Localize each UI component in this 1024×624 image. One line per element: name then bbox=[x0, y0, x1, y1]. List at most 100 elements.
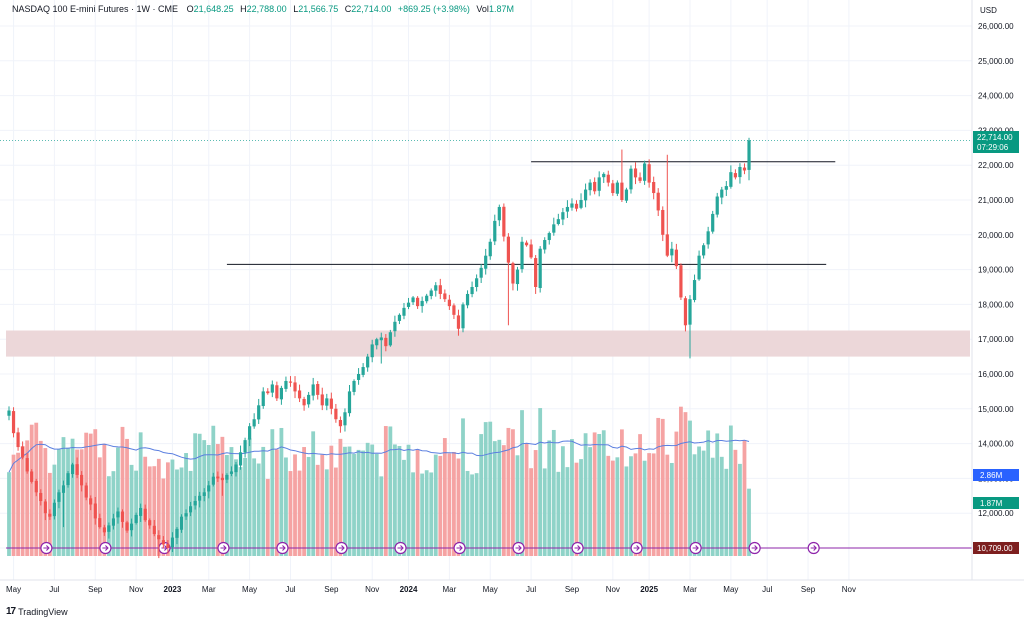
candle-body bbox=[252, 419, 256, 427]
candle bbox=[611, 179, 615, 196]
volume-bar bbox=[601, 430, 606, 556]
candle bbox=[470, 281, 474, 298]
candle bbox=[93, 496, 97, 525]
volume-bar bbox=[365, 442, 370, 556]
candle-body bbox=[152, 525, 156, 535]
volume-bar bbox=[520, 410, 524, 556]
candle-body bbox=[397, 314, 402, 321]
volume-bar bbox=[11, 454, 16, 556]
candle-body bbox=[166, 543, 170, 548]
volume-bar bbox=[288, 471, 293, 556]
candle-body bbox=[547, 233, 551, 241]
candle bbox=[329, 392, 333, 415]
volume-bar bbox=[583, 433, 588, 556]
candle bbox=[343, 408, 347, 432]
indicator-marker-icon bbox=[335, 541, 348, 555]
price-tick-label: 22,000.00 bbox=[978, 161, 1014, 170]
volume-bar bbox=[252, 458, 257, 556]
svg-text:1.87M: 1.87M bbox=[980, 499, 1003, 508]
candle bbox=[656, 188, 660, 217]
change-value: +869.25 (+3.98%) bbox=[397, 4, 470, 14]
candle bbox=[511, 261, 515, 291]
volume-bar bbox=[338, 438, 343, 556]
candle-body bbox=[561, 212, 565, 220]
time-tick-label: Sep bbox=[324, 585, 339, 594]
volume-bar bbox=[660, 418, 665, 556]
candle bbox=[284, 376, 288, 392]
volume-bar bbox=[620, 429, 624, 556]
volume-bar bbox=[225, 454, 229, 556]
volume-bar bbox=[665, 454, 670, 556]
volume-bar bbox=[238, 467, 243, 556]
candle-body bbox=[502, 206, 506, 237]
indicator-marker-icon bbox=[512, 541, 525, 555]
candle-body bbox=[602, 173, 606, 178]
volume-bar bbox=[610, 460, 615, 556]
candle-body bbox=[84, 485, 88, 498]
volume-bar bbox=[393, 444, 397, 556]
candle bbox=[706, 226, 710, 249]
candle bbox=[98, 513, 102, 529]
candles bbox=[7, 137, 751, 559]
indicator-marker-arrow bbox=[633, 545, 640, 551]
candle bbox=[429, 288, 433, 300]
volume-bar bbox=[170, 459, 175, 556]
candle bbox=[261, 387, 265, 409]
candle-body bbox=[384, 337, 388, 347]
candle bbox=[252, 413, 256, 429]
candle bbox=[356, 368, 361, 385]
candle bbox=[334, 403, 338, 423]
candle-body bbox=[665, 234, 669, 256]
brand-footer[interactable]: 17 TradingView bbox=[6, 606, 68, 617]
close-value: 22,714.00 bbox=[351, 4, 392, 14]
time-tick-label: Mar bbox=[683, 585, 697, 594]
candle-body bbox=[511, 263, 515, 284]
volume-bar bbox=[656, 417, 661, 556]
price-tick-label: 26,000.00 bbox=[978, 22, 1014, 31]
volume-bar bbox=[447, 453, 452, 556]
volume-bar bbox=[415, 449, 420, 556]
symbol-legend: NASDAQ 100 E-mini Futures · 1W · CME O21… bbox=[12, 4, 518, 14]
volume-bar bbox=[452, 451, 456, 556]
last-volume-badge: 1.87M bbox=[973, 497, 1019, 509]
candle-body bbox=[388, 332, 392, 346]
candle bbox=[211, 472, 215, 487]
candle bbox=[697, 250, 701, 281]
candle bbox=[670, 241, 674, 263]
candle bbox=[270, 380, 274, 398]
last-price-badge: 22,714.00 07:29:06 bbox=[973, 131, 1019, 153]
candle bbox=[157, 530, 161, 559]
candle-body bbox=[325, 398, 329, 406]
volume-bar bbox=[70, 438, 75, 556]
candle-body bbox=[198, 495, 202, 501]
volume-bar bbox=[193, 433, 198, 556]
volume-bar bbox=[706, 430, 711, 556]
candle bbox=[720, 186, 724, 205]
time-tick-label: 2025 bbox=[640, 585, 658, 594]
indicator-marker-arrow bbox=[102, 545, 109, 551]
candle-body bbox=[447, 299, 451, 307]
time-scale[interactable]: May Jul Sep Nov 2023 Mar May Jul Sep Nov 2024 Mar Ma… bbox=[6, 585, 856, 594]
low-value: 21,566.75 bbox=[298, 4, 339, 14]
candle bbox=[602, 172, 606, 183]
candle bbox=[638, 172, 642, 184]
candle-body bbox=[30, 471, 34, 482]
candle-body bbox=[102, 527, 106, 533]
volume-bar bbox=[75, 449, 79, 556]
volume-bar bbox=[111, 471, 116, 556]
time-tick-label: Sep bbox=[565, 585, 580, 594]
candle bbox=[679, 263, 683, 301]
candle-body bbox=[484, 255, 488, 269]
volume-bar bbox=[284, 457, 288, 556]
candle bbox=[30, 469, 34, 484]
price-scale[interactable]: 26,000.00 25,000.00 24,000.00 23,000.00 22,0… bbox=[978, 22, 1014, 553]
volume-bar bbox=[29, 424, 34, 556]
candle-body bbox=[43, 501, 47, 514]
volume-bar bbox=[270, 429, 275, 556]
candle-body bbox=[370, 344, 374, 358]
candle-body bbox=[93, 503, 97, 519]
candle bbox=[311, 377, 315, 401]
candle-body bbox=[543, 240, 547, 250]
volume-bar bbox=[293, 454, 297, 556]
